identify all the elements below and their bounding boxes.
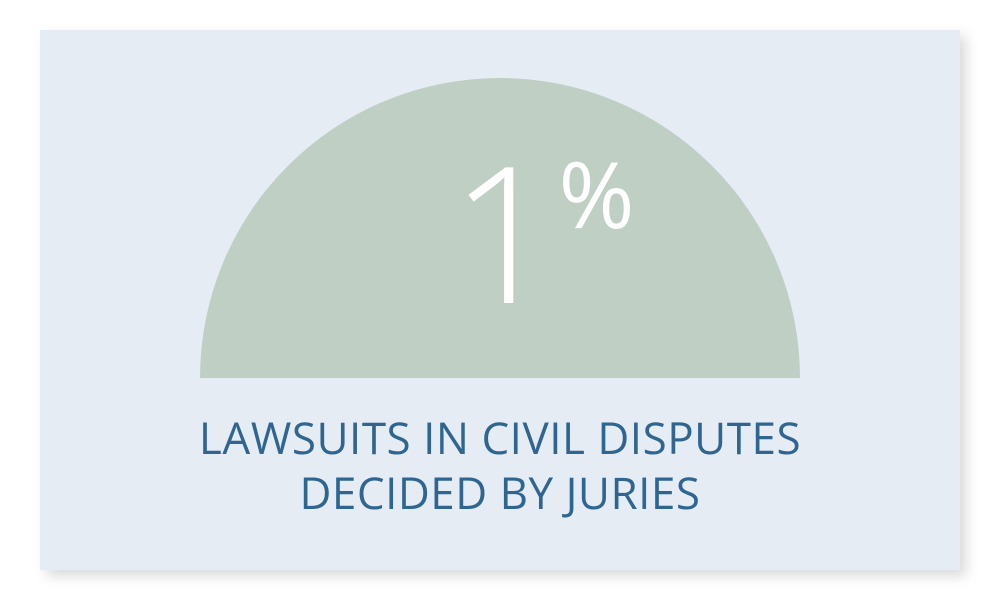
gauge-value-label: 1% — [450, 135, 635, 325]
caption: LAWSUITS IN CIVIL DISPUTES DECIDED BY JU… — [40, 410, 960, 520]
percent-sign: % — [558, 130, 634, 255]
caption-line-2: DECIDED BY JURIES — [40, 465, 960, 520]
stat-card: 1% LAWSUITS IN CIVIL DISPUTES DECIDED BY… — [40, 30, 960, 570]
caption-line-1: LAWSUITS IN CIVIL DISPUTES — [40, 410, 960, 465]
gauge-value-number: 1 — [450, 100, 558, 359]
